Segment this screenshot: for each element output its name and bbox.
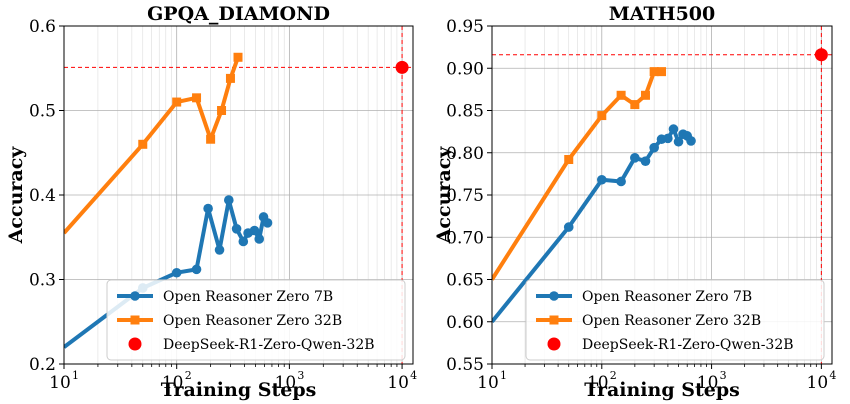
data-point bbox=[172, 97, 182, 107]
y-tick-label: 0.2 bbox=[29, 355, 56, 375]
data-point bbox=[138, 139, 148, 149]
legend-label: Open Reasoner Zero 32B bbox=[582, 313, 761, 329]
x-tick-exponent: 4 bbox=[829, 369, 836, 382]
data-point bbox=[206, 134, 216, 144]
data-point bbox=[249, 225, 260, 236]
data-point bbox=[225, 73, 235, 83]
x-tick-label: 10 bbox=[587, 373, 609, 393]
x-axis-label: Training Steps bbox=[161, 379, 317, 401]
data-point bbox=[686, 136, 696, 146]
x-tick-label: 10 bbox=[387, 373, 409, 393]
series-line-2 bbox=[64, 56, 240, 235]
legend-marker-reference bbox=[128, 337, 142, 351]
x-tick-label: 10 bbox=[807, 373, 829, 393]
data-point bbox=[191, 264, 202, 275]
data-point bbox=[616, 176, 626, 187]
data-point bbox=[214, 245, 225, 255]
legend-label: DeepSeek-R1-Zero-Qwen-32B bbox=[163, 337, 375, 353]
reference-point bbox=[395, 60, 409, 74]
data-point bbox=[231, 224, 242, 234]
y-axis-label: Accuracy bbox=[433, 146, 455, 245]
y-tick-label: 0.80 bbox=[446, 144, 484, 164]
series-group bbox=[64, 52, 273, 349]
x-axis-label: Training Steps bbox=[584, 379, 740, 401]
y-tick-label: 0.6 bbox=[29, 17, 56, 37]
data-point bbox=[224, 195, 234, 205]
data-point bbox=[630, 153, 640, 163]
data-point bbox=[616, 90, 626, 100]
data-point bbox=[649, 142, 659, 153]
y-tick-label: 0.70 bbox=[446, 228, 484, 248]
data-point bbox=[596, 174, 607, 185]
data-point bbox=[657, 67, 667, 77]
legend-box bbox=[106, 279, 406, 361]
data-point bbox=[564, 155, 574, 165]
x-tick-label: 10 bbox=[477, 373, 499, 393]
data-point bbox=[171, 267, 182, 278]
x-tick-exponent: 1 bbox=[500, 369, 507, 382]
x-tick-label: 10 bbox=[162, 373, 184, 393]
y-axis-label: Accuracy bbox=[5, 146, 27, 245]
x-tick-exponent: 3 bbox=[720, 369, 727, 382]
reference-point bbox=[814, 48, 828, 62]
data-point bbox=[630, 100, 640, 110]
x-tick-exponent: 4 bbox=[410, 369, 417, 382]
x-tick-exponent: 2 bbox=[185, 369, 192, 382]
y-tick-label: 0.65 bbox=[446, 271, 484, 291]
legend-marker-reference bbox=[547, 337, 561, 351]
data-point bbox=[563, 222, 574, 232]
data-point bbox=[192, 93, 202, 103]
y-tick-label: 0.95 bbox=[446, 17, 484, 37]
legend-label: Open Reasoner Zero 7B bbox=[582, 289, 752, 305]
y-tick-label: 0.5 bbox=[29, 102, 56, 122]
y-tick-label: 0.55 bbox=[446, 355, 484, 375]
data-point bbox=[668, 124, 679, 134]
data-point bbox=[254, 234, 265, 244]
legend-label: Open Reasoner Zero 32B bbox=[163, 313, 342, 329]
y-tick-label: 0.60 bbox=[446, 313, 484, 333]
data-point bbox=[203, 203, 213, 214]
legend-marker-2 bbox=[130, 315, 140, 325]
data-point bbox=[238, 236, 249, 247]
x-tick-exponent: 3 bbox=[297, 369, 304, 382]
data-point bbox=[663, 133, 673, 144]
legend-label: DeepSeek-R1-Zero-Qwen-32B bbox=[582, 337, 794, 353]
data-point bbox=[597, 111, 607, 121]
data-point bbox=[217, 106, 227, 115]
x-tick-exponent: 2 bbox=[610, 369, 617, 382]
data-point bbox=[262, 218, 273, 228]
legend-marker-2 bbox=[549, 315, 559, 325]
legend-label: Open Reasoner Zero 7B bbox=[163, 289, 333, 305]
data-point bbox=[640, 156, 651, 166]
legend: Open Reasoner Zero 7B Open Reasoner Zero … bbox=[525, 279, 825, 361]
legend: Open Reasoner Zero 7B Open Reasoner Zero … bbox=[106, 279, 406, 361]
x-tick-label: 10 bbox=[697, 373, 719, 393]
x-tick-exponent: 1 bbox=[72, 369, 79, 382]
chart-title: GPQA_DIAMOND bbox=[147, 3, 330, 25]
y-tick-label: 0.90 bbox=[446, 59, 484, 79]
y-tick-label: 0.3 bbox=[29, 271, 56, 291]
data-point bbox=[673, 136, 684, 147]
data-point bbox=[649, 67, 659, 77]
legend-box bbox=[525, 279, 825, 361]
series-group bbox=[492, 67, 696, 324]
y-tick-label: 0.4 bbox=[29, 186, 56, 206]
data-point bbox=[233, 52, 243, 62]
x-tick-label: 10 bbox=[49, 373, 71, 393]
legend-marker-1 bbox=[549, 291, 559, 301]
chart-title: MATH500 bbox=[609, 3, 716, 25]
y-tick-label: 0.75 bbox=[446, 186, 484, 206]
chart-panel-1: 0.20.30.40.50.610 1 10 2 10 3 10 4GPQA_DIAMONDT… bbox=[5, 3, 417, 401]
legend-marker-1 bbox=[130, 291, 140, 301]
data-point bbox=[640, 90, 650, 100]
y-tick-label: 0.85 bbox=[446, 102, 484, 122]
x-tick-label: 10 bbox=[275, 373, 297, 393]
